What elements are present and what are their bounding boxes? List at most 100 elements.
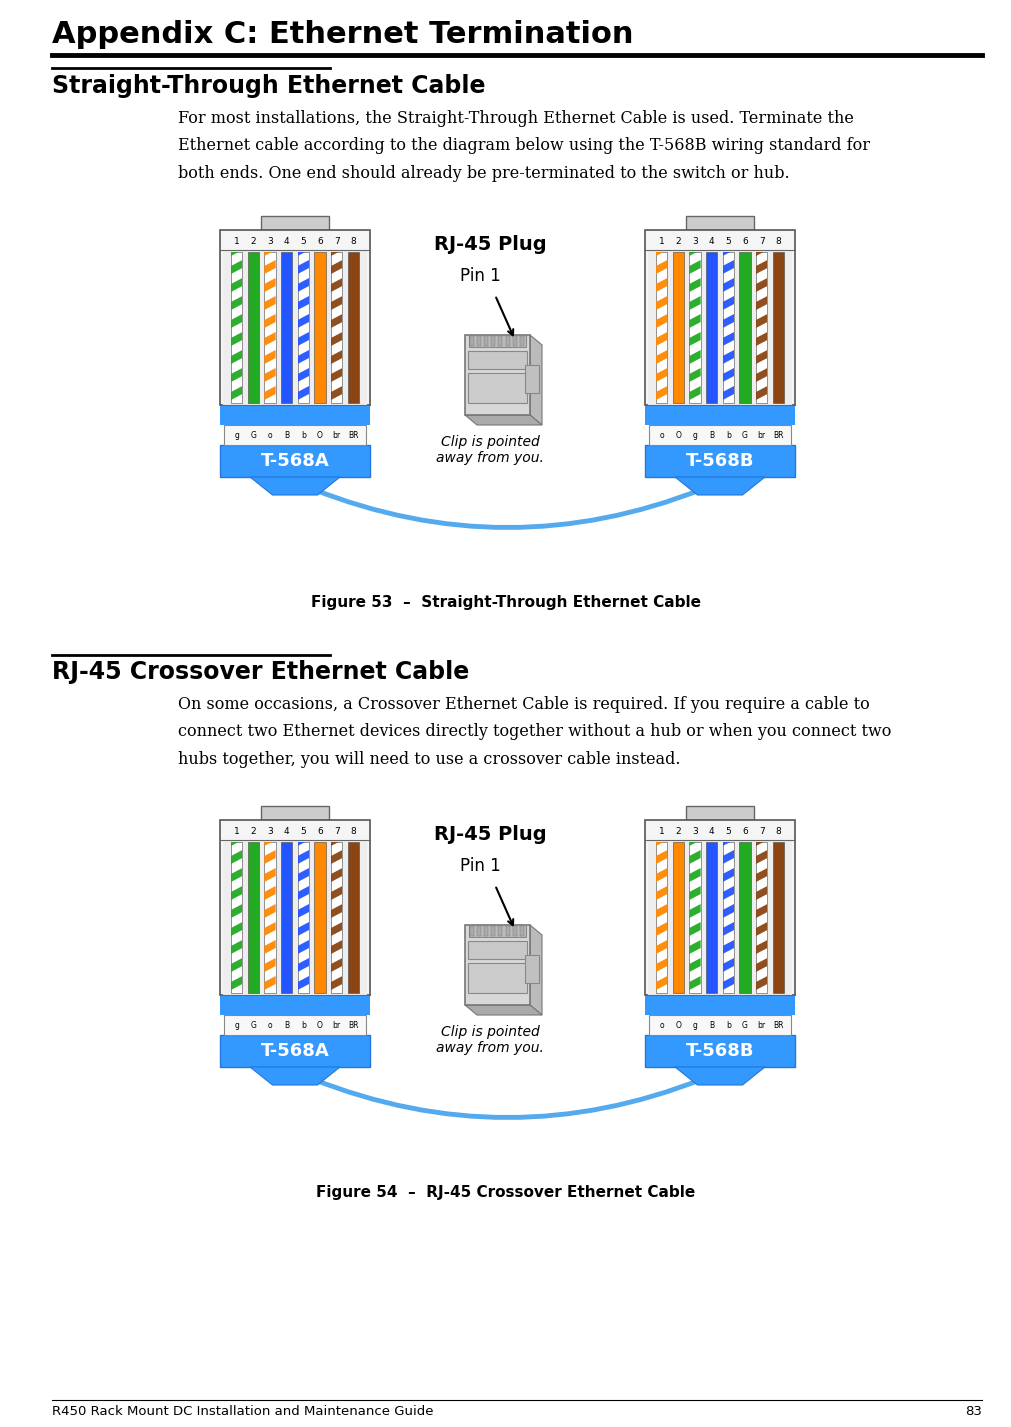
Text: 2: 2 xyxy=(251,828,256,836)
Text: 1: 1 xyxy=(658,828,664,836)
Bar xyxy=(219,445,370,477)
Bar xyxy=(498,926,502,936)
Bar xyxy=(648,425,791,445)
Polygon shape xyxy=(530,335,542,425)
Bar xyxy=(755,253,766,402)
Bar xyxy=(688,842,700,993)
Text: BR: BR xyxy=(348,431,358,440)
Polygon shape xyxy=(297,422,308,437)
Polygon shape xyxy=(688,886,700,900)
Bar xyxy=(231,842,242,993)
Text: o: o xyxy=(268,431,272,440)
Text: 7: 7 xyxy=(334,237,340,247)
Bar xyxy=(491,335,495,345)
Polygon shape xyxy=(755,832,766,846)
Polygon shape xyxy=(231,922,242,936)
Text: b: b xyxy=(725,1020,730,1029)
Polygon shape xyxy=(755,368,766,382)
Polygon shape xyxy=(331,995,342,1007)
Polygon shape xyxy=(331,350,342,364)
Polygon shape xyxy=(231,350,242,364)
Text: 3: 3 xyxy=(692,828,698,836)
Text: B: B xyxy=(284,1020,289,1029)
Bar xyxy=(644,821,795,995)
Bar xyxy=(722,253,733,402)
Bar xyxy=(672,842,683,993)
Bar xyxy=(248,253,259,402)
Polygon shape xyxy=(755,260,766,274)
Polygon shape xyxy=(755,850,766,863)
Text: br: br xyxy=(333,1020,341,1029)
Polygon shape xyxy=(331,1012,342,1026)
Bar xyxy=(467,963,527,993)
Polygon shape xyxy=(688,404,700,418)
Polygon shape xyxy=(231,976,242,990)
Polygon shape xyxy=(297,886,308,900)
Polygon shape xyxy=(722,260,733,274)
Bar xyxy=(261,806,329,821)
Polygon shape xyxy=(297,958,308,972)
Polygon shape xyxy=(530,925,542,1015)
Text: Pin 1: Pin 1 xyxy=(459,267,499,285)
Polygon shape xyxy=(231,404,242,418)
Text: g: g xyxy=(692,431,697,440)
Text: 7: 7 xyxy=(758,237,763,247)
Bar xyxy=(772,253,784,402)
Polygon shape xyxy=(297,832,308,846)
Bar xyxy=(648,1015,791,1035)
Polygon shape xyxy=(231,260,242,274)
Polygon shape xyxy=(264,903,275,918)
Text: 2: 2 xyxy=(675,828,680,836)
Bar xyxy=(722,842,733,993)
Text: RJ-45 Crossover Ethernet Cable: RJ-45 Crossover Ethernet Cable xyxy=(52,661,469,684)
Polygon shape xyxy=(264,260,275,274)
Polygon shape xyxy=(755,886,766,900)
Text: O: O xyxy=(674,431,680,440)
Text: 5: 5 xyxy=(300,828,306,836)
Bar xyxy=(520,335,524,345)
Bar xyxy=(297,842,308,993)
Text: br: br xyxy=(333,431,341,440)
Bar xyxy=(525,365,539,392)
Polygon shape xyxy=(331,868,342,882)
Text: O: O xyxy=(316,1020,323,1029)
Bar xyxy=(297,253,308,402)
Polygon shape xyxy=(297,332,308,345)
Polygon shape xyxy=(264,422,275,437)
Polygon shape xyxy=(264,832,275,846)
Text: 3: 3 xyxy=(267,828,273,836)
Polygon shape xyxy=(250,1067,340,1085)
Text: O: O xyxy=(316,431,323,440)
Polygon shape xyxy=(297,314,308,328)
Polygon shape xyxy=(755,903,766,918)
Polygon shape xyxy=(264,243,275,255)
Polygon shape xyxy=(688,332,700,345)
Bar xyxy=(498,335,502,345)
Text: 8: 8 xyxy=(350,828,356,836)
Bar xyxy=(469,335,473,345)
Text: 4: 4 xyxy=(283,237,289,247)
Polygon shape xyxy=(688,350,700,364)
Polygon shape xyxy=(688,922,700,936)
Polygon shape xyxy=(655,422,666,437)
Polygon shape xyxy=(264,922,275,936)
Bar xyxy=(222,250,367,405)
Polygon shape xyxy=(722,295,733,310)
Polygon shape xyxy=(755,295,766,310)
Text: o: o xyxy=(659,431,663,440)
Bar xyxy=(484,926,487,936)
Text: Figure 54  –  RJ-45 Crossover Ethernet Cable: Figure 54 – RJ-45 Crossover Ethernet Cab… xyxy=(316,1184,695,1200)
Polygon shape xyxy=(231,385,242,400)
Polygon shape xyxy=(674,477,764,495)
Bar xyxy=(219,405,370,425)
Polygon shape xyxy=(755,422,766,437)
Bar xyxy=(348,253,359,402)
Polygon shape xyxy=(297,850,308,863)
Polygon shape xyxy=(655,922,666,936)
Polygon shape xyxy=(297,385,308,400)
Polygon shape xyxy=(264,868,275,882)
Polygon shape xyxy=(655,940,666,955)
Polygon shape xyxy=(655,243,666,255)
Polygon shape xyxy=(755,314,766,328)
Text: 4: 4 xyxy=(708,237,714,247)
